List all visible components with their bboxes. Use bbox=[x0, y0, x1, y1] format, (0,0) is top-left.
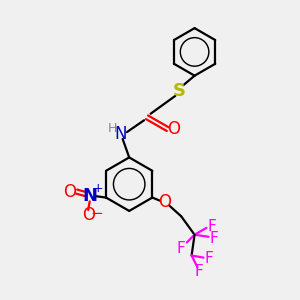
Text: H: H bbox=[107, 122, 117, 135]
Text: F: F bbox=[207, 219, 216, 234]
Text: N: N bbox=[114, 125, 127, 143]
Text: F: F bbox=[209, 231, 218, 246]
Text: O: O bbox=[167, 120, 180, 138]
Text: O: O bbox=[63, 183, 76, 201]
Text: O: O bbox=[158, 193, 171, 211]
Text: −: − bbox=[90, 206, 103, 220]
Text: O: O bbox=[82, 206, 95, 224]
Text: F: F bbox=[205, 251, 213, 266]
Text: F: F bbox=[195, 264, 203, 279]
Text: S: S bbox=[173, 82, 186, 100]
Text: +: + bbox=[92, 182, 103, 194]
Text: F: F bbox=[176, 241, 185, 256]
Text: N: N bbox=[82, 187, 97, 205]
